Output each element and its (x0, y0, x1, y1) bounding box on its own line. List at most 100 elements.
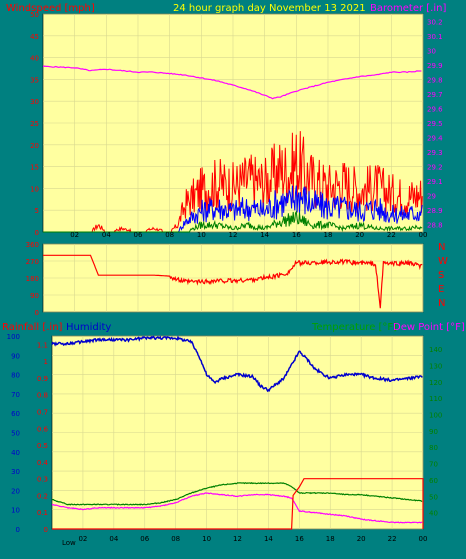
wind-y-tick-label: 35 (30, 76, 39, 84)
temperature-y-tick-label: 120 (429, 379, 442, 387)
compass-label: W (438, 256, 448, 267)
humidity-y-tick-label: 40 (11, 449, 20, 457)
humidity-y-tick-label: 60 (11, 410, 20, 418)
barometer-y-tick-label: 29.5 (427, 120, 443, 128)
windspeed-title: Windspeed [mph] (6, 3, 95, 14)
barometer-y-tick-label: 29.1 (427, 178, 443, 186)
temperature-y-tick-label: 40 (429, 510, 438, 518)
rainfall-y-tick-label: 0 (44, 526, 48, 534)
rainfall-y-tick-label: 0.9 (37, 375, 48, 383)
temperature-y-tick-label: 70 (429, 461, 438, 469)
rainfall-y-tick-label: 0.2 (37, 492, 48, 500)
humidity-y-tick-label: 50 (11, 430, 20, 438)
rainfall-y-tick-label: 0.1 (37, 509, 48, 517)
barometer-y-tick-label: 28.9 (427, 207, 443, 215)
humidity-series (51, 335, 424, 530)
wind-direction-line (43, 254, 423, 309)
barometer-y-tick-label: 28.8 (427, 222, 443, 230)
rainfall-line (52, 478, 424, 530)
humidity-y-tick-label: 30 (11, 468, 20, 476)
humidity-y-tick-label: 90 (11, 352, 20, 360)
temperature-y-tick-label: 50 (429, 493, 438, 501)
barometer-y-tick-label: 29.8 (427, 76, 443, 84)
humidity-x-tick-label: 22 (388, 535, 397, 543)
humidity-x-tick-label: 00 (419, 535, 428, 543)
wind-x-tick-label: 22 (387, 231, 396, 239)
graph-date-title: 24 hour graph day November 13 2021 (173, 3, 366, 14)
wind-y-tick-label: 40 (30, 55, 39, 63)
wind-y-tick-label: 5 (35, 207, 39, 215)
humidity-x-axis: 02 04 06 08 10 12 14 16 18 20 22 00 (78, 535, 427, 543)
wind-x-tick-label: 06 (134, 231, 143, 239)
wind-y-axis: 0 5 10 15 20 25 30 35 40 45 50 (30, 11, 39, 237)
barometer-y-tick-label: 30 (427, 47, 436, 55)
wind-x-tick-label: 18 (324, 231, 333, 239)
wind-x-tick-label: 14 (260, 231, 269, 239)
rainfall-title: Rainfall [.in] (2, 322, 63, 333)
humidity-line (51, 335, 423, 393)
wind-x-tick-label: 00 (419, 231, 428, 239)
wind-x-axis: 02 04 06 08 10 12 14 16 18 20 22 00 (70, 231, 427, 239)
humidity-grid (52, 335, 424, 530)
wind-x-tick-label: 20 (355, 231, 364, 239)
direction-y-tick-label: 270 (26, 258, 39, 266)
wind-y-tick-label: 10 (30, 185, 39, 193)
temperature-y-tick-label: 100 (429, 412, 442, 420)
barometer-y-tick-label: 30.1 (427, 33, 443, 41)
temperature-y-tick-label: 130 (429, 362, 442, 370)
rainfall-y-tick-label: 0.8 (37, 392, 48, 400)
rainfall-y-tick-label: 0.6 (37, 425, 49, 433)
direction-series (43, 254, 423, 309)
wind-x-tick-label: 02 (70, 231, 79, 239)
compass-label: E (438, 284, 444, 295)
temperature-y-tick-label: 60 (429, 477, 438, 485)
humidity-y-axis: 0 10 20 30 40 50 60 70 80 90 100 (7, 333, 20, 534)
temperature-y-tick-label: 110 (429, 395, 442, 403)
barometer-y-tick-label: 29.6 (427, 105, 443, 113)
direction-y-tick-label: 360 (26, 241, 39, 249)
windspeed-min-line (43, 210, 423, 233)
wind-x-tick-label: 08 (165, 231, 174, 239)
wind-y-tick-label: 0 (35, 229, 39, 237)
direction-y-tick-label: 180 (26, 275, 39, 283)
wind-series (42, 65, 423, 233)
rainfall-y-tick-label: 0.3 (37, 476, 48, 484)
humidity-x-tick-label: 04 (109, 535, 118, 543)
humidity-x-tick-label: 20 (357, 535, 366, 543)
wind-y-tick-label: 20 (30, 142, 39, 150)
humidity-y-tick-label: 20 (11, 487, 20, 495)
rainfall-y-tick-label: 1 (44, 358, 48, 366)
humidity-y-tick-label: 0 (16, 526, 20, 534)
barometer-line (42, 65, 422, 100)
compass-label: S (438, 270, 444, 281)
compass-label: N (438, 242, 445, 253)
barometer-y-tick-label: 29.2 (427, 164, 443, 172)
compass-label: N (438, 298, 445, 309)
direction-y-tick-label: 90 (30, 292, 39, 300)
temperature-title: Temperature [°F] (311, 322, 397, 333)
rainfall-y-tick-label: 1.1 (37, 341, 48, 349)
temperature-y-tick-label: 140 (429, 346, 442, 354)
humidity-x-tick-label: 18 (326, 535, 335, 543)
humidity-x-tick-label: 16 (295, 535, 304, 543)
wind-y-tick-label: 45 (30, 33, 39, 41)
humidity-x-tick-label: 12 (233, 535, 242, 543)
barometer-y-tick-label: 29 (427, 193, 436, 201)
wind-x-tick-label: 04 (102, 231, 111, 239)
direction-y-axis: 0 90 180 270 360 (26, 241, 39, 317)
humidity-x-tick-label: 02 (78, 535, 87, 543)
humidity-y-tick-label: 10 (11, 507, 20, 515)
wind-y-tick-label: 50 (30, 11, 39, 19)
humidity-title: Humidity (66, 322, 111, 333)
humidity-y-tick-label: 70 (11, 391, 20, 399)
temperature-y-axis: 40 50 60 70 80 90 100 110 120 130 140 (429, 346, 442, 518)
humidity-x-tick-label: 08 (171, 535, 180, 543)
temperature-y-tick-label: 90 (429, 428, 438, 436)
humidity-x-tick-label: 14 (264, 535, 273, 543)
humidity-x-tick-label: 06 (140, 535, 149, 543)
temperature-y-tick-label: 80 (429, 444, 438, 452)
